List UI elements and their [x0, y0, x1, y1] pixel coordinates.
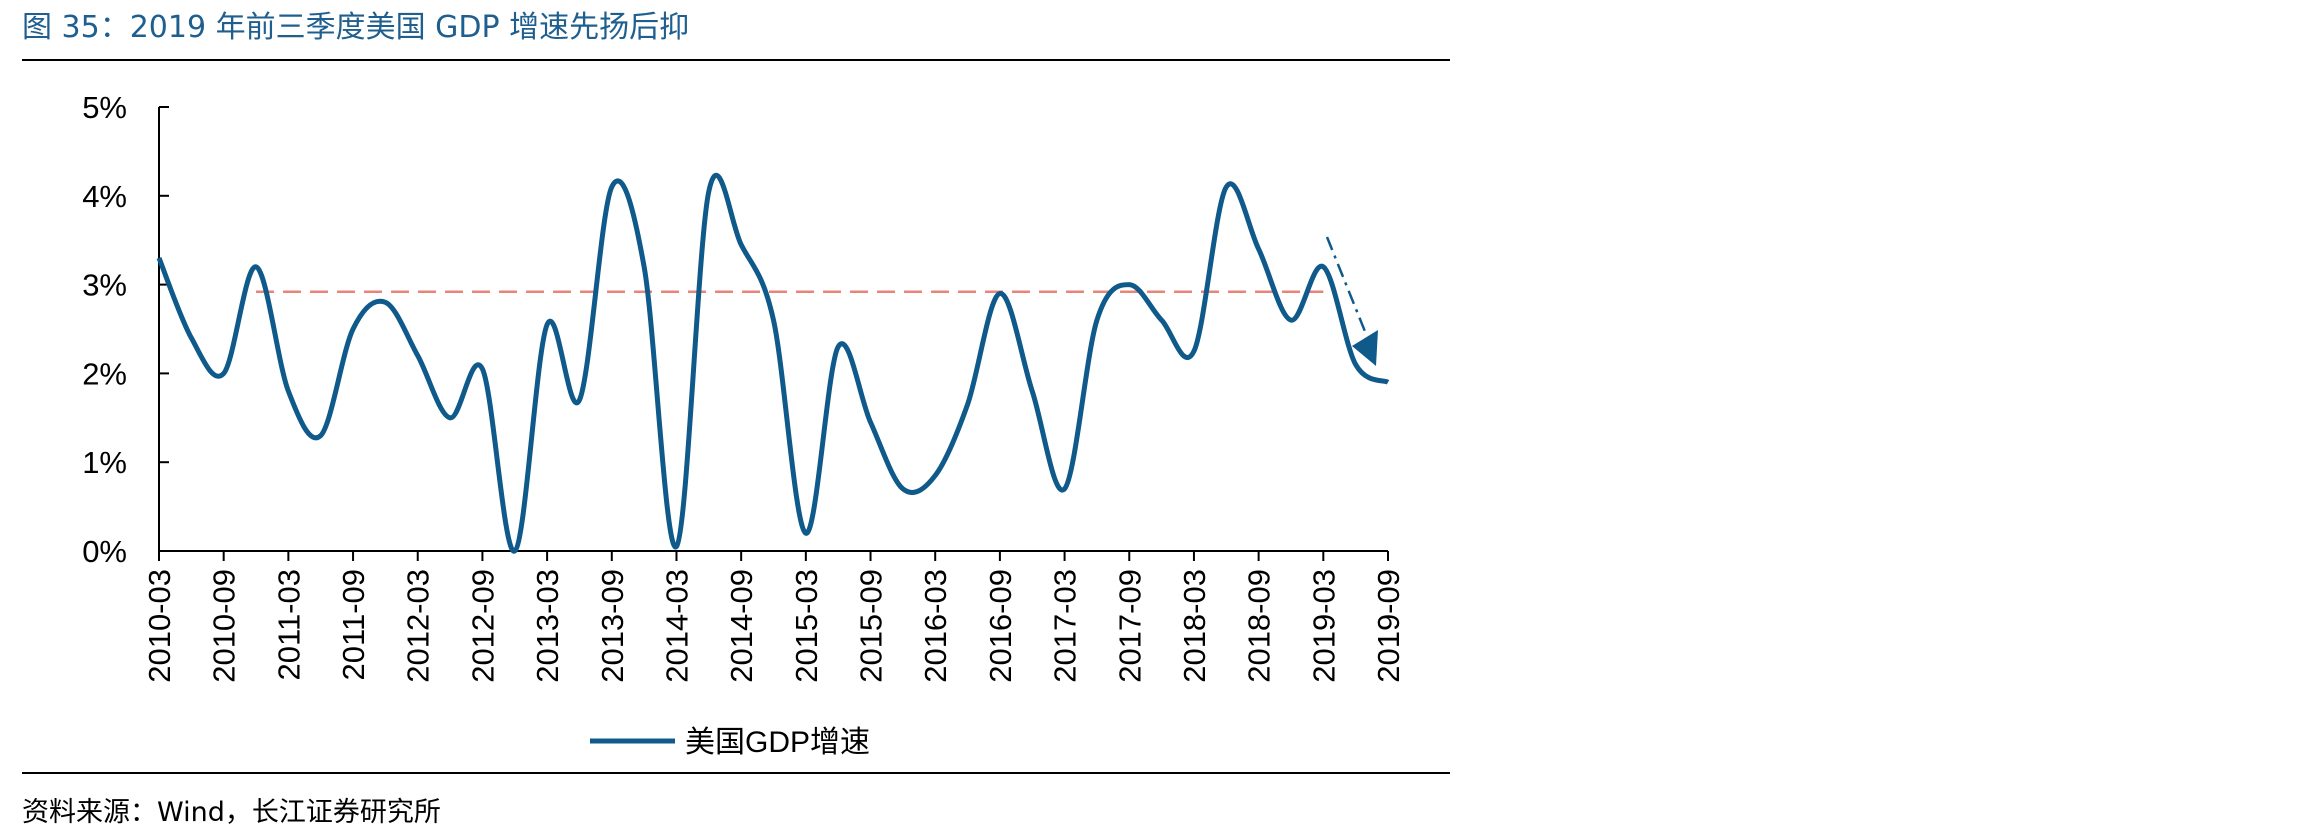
x-tick-label: 2011-03 [271, 569, 306, 680]
x-tick-label: 2018-09 [1242, 569, 1277, 683]
x-tick-label: 2014-03 [659, 569, 694, 683]
x-tick-label: 2015-09 [854, 569, 889, 683]
y-tick-label: 3% [82, 268, 127, 303]
y-tick-label: 5% [82, 90, 127, 125]
series-layer [156, 172, 1390, 554]
x-tick-label: 2016-03 [918, 569, 953, 683]
x-tick-label: 2017-03 [1048, 569, 1083, 683]
trend-arrow-line [1325, 236, 1368, 335]
y-tick-label: 0% [82, 534, 127, 569]
x-tick-label: 2010-09 [207, 569, 242, 683]
x-tick-label: 2018-03 [1177, 569, 1212, 683]
annotation-layer [1325, 236, 1378, 366]
legend-label: 美国GDP增速 [685, 726, 870, 759]
source-divider [22, 772, 1450, 774]
y-tick-label: 1% [82, 445, 127, 480]
source-note: 资料来源：Wind，长江证券研究所 [22, 797, 441, 828]
x-tick-label: 2016-09 [983, 569, 1018, 683]
series-line-us-gdp-growth [156, 172, 1390, 554]
x-tick-label: 2015-03 [789, 569, 824, 683]
y-tick-label: 4% [82, 179, 127, 214]
x-tick-label: 2017-09 [1112, 569, 1147, 683]
x-tick-label: 2013-03 [530, 569, 565, 683]
y-tick-label: 2% [82, 356, 127, 391]
legend: 美国GDP增速 [590, 726, 870, 759]
x-tick-label: 2019-03 [1306, 569, 1341, 683]
x-tick-label: 2011-09 [336, 569, 371, 680]
x-tick-label: 2019-09 [1371, 569, 1406, 683]
x-tick-label: 2012-03 [401, 569, 436, 683]
x-tick-label: 2013-09 [595, 569, 630, 683]
x-tick-label: 2010-03 [142, 569, 177, 683]
x-tick-label: 2012-09 [465, 569, 500, 683]
chart-axes: 0% 1% 2% 3% 4% 5% 2010-03 2010-09 2011-03 2011-09… [82, 90, 1406, 683]
figure-title: 图 35：2019 年前三季度美国 GDP 增速先扬后抑 [22, 10, 690, 45]
x-tick-label: 2014-09 [724, 569, 759, 683]
title-divider [22, 59, 1450, 61]
trend-arrow-head [1352, 330, 1378, 366]
